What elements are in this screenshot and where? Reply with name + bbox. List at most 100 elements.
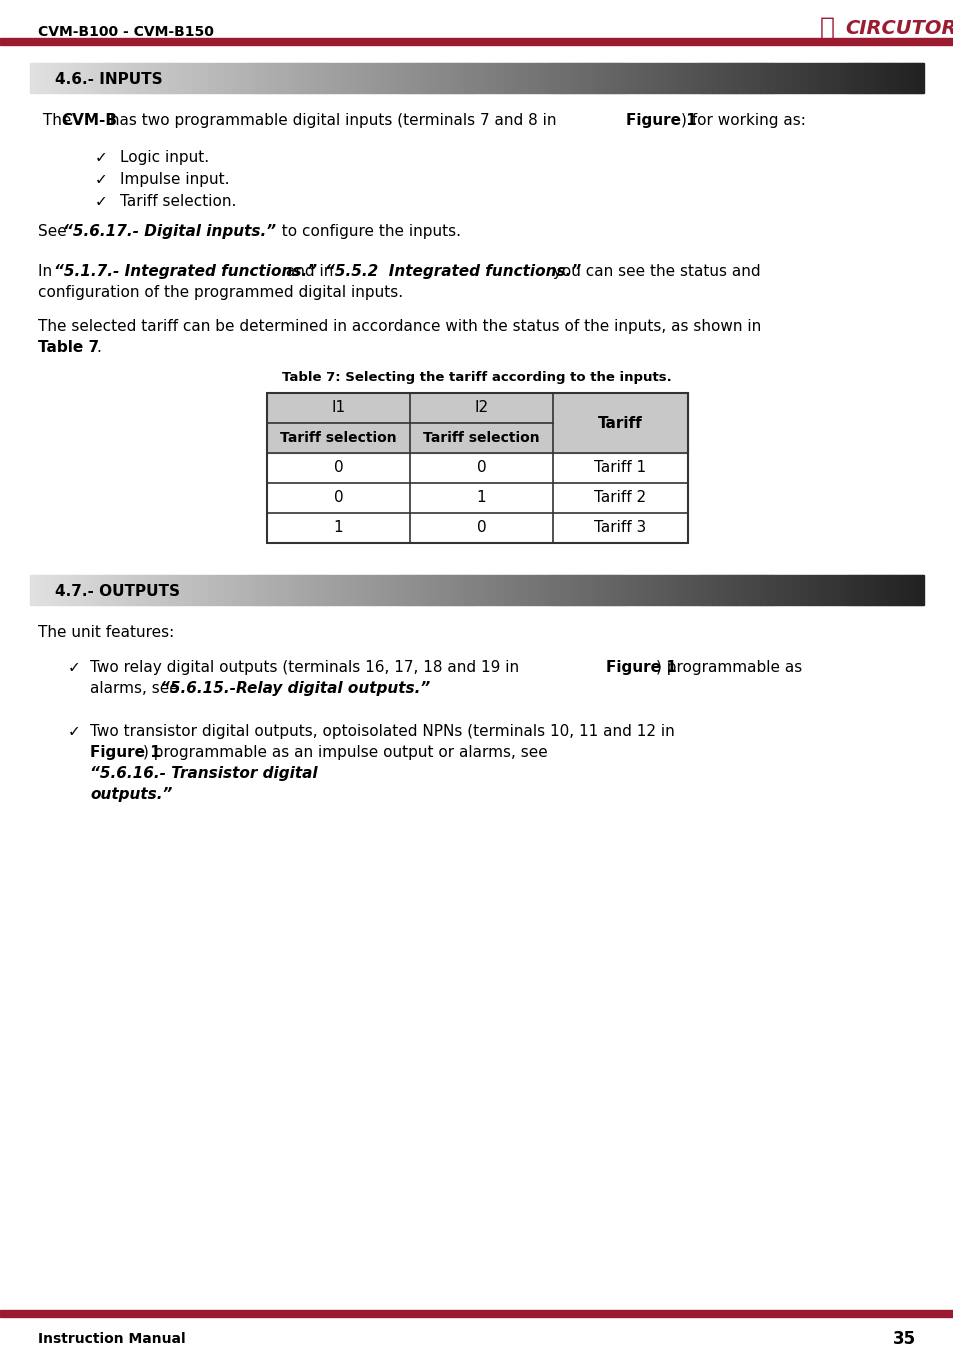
Bar [461,63,465,93]
Bar [670,63,674,93]
Bar [283,63,287,93]
Bar [598,575,602,605]
Bar [220,63,224,93]
Bar [882,63,884,93]
Bar [786,575,790,605]
Bar [152,63,155,93]
Bar [129,63,132,93]
Bar [167,575,171,605]
Bar [596,575,599,605]
Bar [111,63,113,93]
Bar [339,575,343,605]
Bar [286,63,290,93]
Bar [336,575,340,605]
Bar [384,63,388,93]
Bar [611,575,614,605]
Bar [244,575,248,605]
Bar [199,63,203,93]
Bar [506,575,510,605]
Bar [578,575,581,605]
Bar [417,63,420,93]
Bar [63,575,66,605]
Text: “5.1.7.- Integrated functions.”: “5.1.7.- Integrated functions.” [54,265,316,279]
Bar [563,63,566,93]
Bar [694,575,698,605]
Bar [84,63,87,93]
Bar [646,575,650,605]
Bar [349,63,352,93]
Bar [223,63,227,93]
Bar [453,63,456,93]
Bar [435,63,438,93]
Bar [786,63,790,93]
Bar [342,575,346,605]
Bar [682,575,685,605]
Bar [816,63,820,93]
Bar [36,63,39,93]
Bar [715,63,719,93]
Bar [122,575,126,605]
Text: ) for working as:: ) for working as: [680,113,805,128]
Bar [390,63,394,93]
Bar [781,575,783,605]
Bar [604,63,608,93]
Bar [196,63,200,93]
Bar [373,63,375,93]
Bar [402,63,406,93]
Bar [807,63,810,93]
Bar [191,575,194,605]
Bar [503,63,507,93]
Bar [227,575,230,605]
Bar [521,575,525,605]
Bar [821,63,825,93]
Bar [87,63,90,93]
Bar [920,575,923,605]
Bar [39,63,42,93]
Bar [101,63,105,93]
Text: Tariff selection.: Tariff selection. [120,194,236,209]
Bar [580,575,584,605]
Bar [712,575,715,605]
Bar [286,575,290,605]
Bar [801,575,804,605]
Bar [74,575,78,605]
Bar [420,63,423,93]
Bar [116,575,120,605]
Bar [450,575,454,605]
Bar [315,575,319,605]
Bar [587,63,590,93]
Bar [920,63,923,93]
Bar [524,575,528,605]
Bar [170,63,173,93]
Bar [98,63,102,93]
Bar [810,63,814,93]
Bar [837,575,841,605]
Bar [798,63,801,93]
Bar [659,63,661,93]
Bar [551,63,555,93]
Bar [247,575,251,605]
Bar [57,575,60,605]
Bar [625,575,629,605]
Bar [241,575,245,605]
Bar [542,575,545,605]
Bar [307,575,311,605]
Bar [798,575,801,605]
Bar [265,575,269,605]
Bar [801,63,804,93]
Text: In: In [38,265,57,279]
Bar [92,63,96,93]
Bar [307,63,311,93]
Bar [750,63,754,93]
Bar [77,63,81,93]
Text: Figure 1: Figure 1 [605,660,676,675]
Text: Ⓒ: Ⓒ [820,16,834,40]
Bar [497,575,501,605]
Bar [474,63,477,93]
Bar [267,423,410,454]
Bar [476,575,480,605]
Bar [411,575,415,605]
Bar [598,63,602,93]
Bar [804,63,807,93]
Bar [619,63,623,93]
